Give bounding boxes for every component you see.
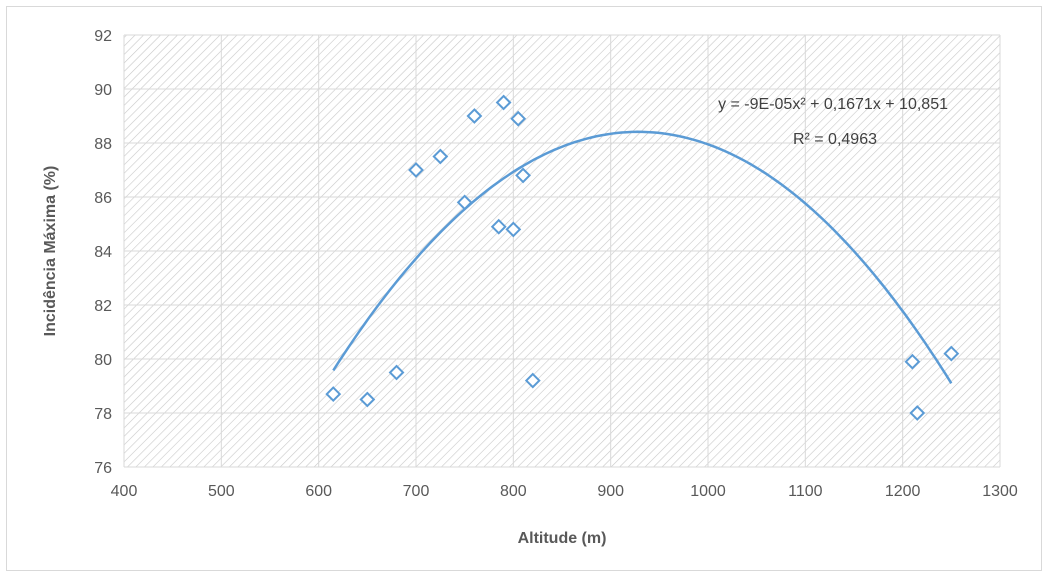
y-tick-label: 86 — [94, 190, 112, 207]
data-point — [456, 194, 473, 211]
data-point — [510, 110, 527, 127]
x-tick-label: 500 — [208, 483, 235, 500]
x-tick-label: 600 — [305, 483, 332, 500]
data-point — [432, 148, 449, 165]
data-point — [505, 221, 522, 238]
data-point — [388, 364, 405, 381]
x-axis-title: Altitude (m) — [518, 530, 607, 547]
gridlines — [123, 34, 1001, 468]
y-tick-label: 92 — [94, 28, 112, 45]
data-point — [490, 218, 507, 235]
data-point — [495, 94, 512, 111]
y-tick-label: 84 — [94, 244, 112, 261]
data-point — [359, 391, 376, 408]
y-axis-title: Incidência Máxima (%) — [42, 166, 59, 337]
data-point — [909, 405, 926, 421]
x-tick-label: 400 — [111, 483, 138, 500]
y-tick-label: 78 — [94, 406, 112, 423]
data-points — [325, 94, 960, 421]
x-tick-label: 800 — [500, 483, 527, 500]
x-tick-label: 1000 — [690, 483, 726, 500]
y-tick-label: 90 — [94, 82, 112, 99]
data-point — [515, 167, 531, 184]
y-tick-label: 82 — [94, 298, 112, 315]
x-tick-label: 1100 — [788, 483, 823, 500]
data-point — [325, 386, 342, 403]
x-tick-label: 1300 — [982, 483, 1018, 500]
x-axis-ticks: 400 500 600 700 800 900 1000 1100 1200 1300 — [111, 483, 1018, 500]
x-tick-label: 700 — [403, 483, 430, 500]
data-point — [904, 353, 921, 370]
x-tick-label: 1200 — [885, 483, 921, 500]
data-point — [408, 162, 424, 178]
y-tick-label: 80 — [94, 352, 112, 369]
data-point — [524, 372, 541, 389]
trendline-r2: R² = 0,4963 — [793, 131, 877, 148]
data-point — [466, 108, 483, 124]
x-tick-label: 900 — [597, 483, 624, 500]
data-point — [943, 345, 960, 362]
trendline — [332, 130, 953, 384]
trendline-equation: y = -9E-05x² + 0,1671x + 10,851 — [718, 96, 948, 113]
y-tick-label: 76 — [94, 460, 112, 477]
y-axis-ticks: 76 78 80 82 84 86 88 90 92 — [94, 28, 112, 477]
y-tick-label: 88 — [94, 136, 112, 153]
